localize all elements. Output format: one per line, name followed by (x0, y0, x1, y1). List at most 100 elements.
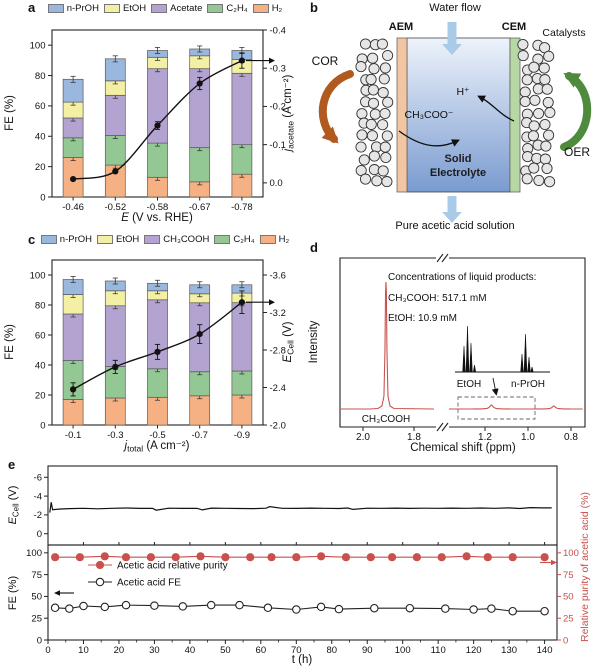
svg-text:CH₃COOH: 517.1 mM: CH₃COOH: 517.1 mM (388, 293, 487, 304)
svg-text:130: 130 (501, 645, 517, 656)
svg-text:80: 80 (35, 300, 46, 311)
svg-text:FE (%): FE (%) (4, 324, 16, 360)
svg-text:-0.5: -0.5 (149, 430, 165, 441)
svg-text:20: 20 (114, 645, 125, 656)
catalysts-label: Catalysts (542, 27, 586, 39)
svg-text:50: 50 (563, 592, 574, 603)
svg-text:0: 0 (40, 420, 45, 431)
panel-e-letter: e (8, 457, 16, 472)
svg-text:100: 100 (395, 645, 411, 656)
panel-d-letter: d (310, 240, 318, 255)
legend-item: H₂ (259, 234, 290, 245)
electrolyzer-schematic (318, 22, 592, 223)
panel-b-diagram: b Water flow AEM CEM Catalysts COR OER H… (300, 0, 600, 232)
panel-a-legend: n-PrOH EtOH Acetate C₂H₄ H₂ (32, 3, 298, 14)
svg-text:-0.1: -0.1 (65, 430, 81, 441)
nmr-spectrum-chart: 2.0 1.8 1.2 1.0 0.8 CH₃COOH Concentrations of … (308, 253, 586, 454)
svg-text:Relative purity of acetic acid: Relative purity of acetic acid (%) (579, 492, 591, 642)
svg-text:Intensity: Intensity (308, 320, 320, 363)
aem-label: AEM (388, 21, 414, 33)
water-flow-label: Water flow (429, 2, 481, 14)
svg-text:-0.46: -0.46 (62, 202, 84, 213)
svg-text:-0.2: -0.2 (270, 102, 286, 113)
svg-text:40: 40 (185, 645, 196, 656)
svg-text:Concentrations of liquid produ: Concentrations of liquid products: (388, 272, 536, 283)
legend-swatch (252, 4, 269, 13)
svg-text:140: 140 (537, 645, 553, 656)
legend-item: C₂H₄ (214, 234, 255, 245)
legend-swatch (40, 235, 57, 244)
svg-text:Chemical shift (ppm): Chemical shift (ppm) (410, 442, 516, 454)
legend-swatch (103, 4, 120, 13)
svg-text:-0.7: -0.7 (192, 430, 208, 441)
stability-chart: 0 -2 -4 -6 0 25 50 75 100 0 25 50 75 100 0 10 20 30 40 50 60… (7, 465, 591, 666)
svg-text:120: 120 (466, 645, 482, 656)
svg-text:25: 25 (563, 614, 574, 625)
acetate-ion-label: CH₃COO⁻ (404, 109, 454, 121)
svg-text:n-PrOH: n-PrOH (511, 379, 545, 390)
legend-item: n-PrOH (47, 3, 99, 14)
legend-item: CH₃COOH (144, 234, 209, 245)
legend-label: CH₃COOH (163, 234, 210, 245)
svg-text:1.2: 1.2 (478, 432, 492, 443)
legend-swatch (214, 235, 231, 244)
legend-item: Acetate (151, 3, 202, 14)
svg-text:CH₃COOH: CH₃COOH (362, 414, 411, 425)
panel-a-letter: a (28, 0, 36, 15)
svg-text:Acetic acid FE: Acetic acid FE (117, 578, 181, 589)
svg-text:1.0: 1.0 (521, 432, 535, 443)
oer-label: OER (563, 145, 591, 159)
svg-text:-0.9: -0.9 (234, 430, 250, 441)
svg-text:t (h): t (h) (292, 654, 313, 666)
svg-text:ECell (V): ECell (V) (282, 321, 296, 362)
svg-text:70: 70 (291, 645, 302, 656)
legend-item: EtOH (103, 3, 147, 14)
legend-label: C₂H₄ (233, 234, 255, 245)
product-outlet-label: Pure acetic acid solution (395, 220, 515, 232)
legend-swatch (151, 4, 168, 13)
svg-text:-0.3: -0.3 (107, 430, 123, 441)
svg-text:jacetate (A cm⁻²): jacetate (A cm⁻²) (282, 74, 296, 153)
svg-text:20: 20 (35, 390, 46, 401)
svg-text:EtOH: 10.9 mM: EtOH: 10.9 mM (388, 313, 457, 324)
legend-label: H₂ (278, 234, 290, 245)
svg-text:50: 50 (31, 592, 42, 603)
svg-text:0: 0 (45, 645, 50, 656)
legend-label: C₂H₄ (226, 3, 248, 14)
panel-c-letter: c (28, 232, 36, 247)
panel-e: e 0 -2 -4 -6 0 25 50 75 100 0 25 50 75 100 0 10 20 30 40 50… (0, 455, 600, 672)
legend-label: H₂ (271, 3, 283, 14)
svg-text:-6: -6 (34, 473, 42, 484)
legend-swatch (259, 235, 276, 244)
svg-text:50: 50 (220, 645, 231, 656)
legend-label: EtOH (116, 234, 140, 245)
legend-label: EtOH (122, 3, 147, 14)
svg-text:-3.2: -3.2 (270, 308, 286, 319)
svg-text:-0.78: -0.78 (231, 202, 253, 213)
svg-text:0: 0 (37, 635, 42, 646)
svg-text:100: 100 (30, 270, 46, 281)
h-plus-label: H⁺ (456, 86, 470, 98)
svg-text:100: 100 (30, 40, 46, 51)
svg-text:0.0: 0.0 (270, 178, 283, 189)
svg-text:0.8: 0.8 (564, 432, 578, 443)
legend-swatch (47, 4, 64, 13)
svg-text:90: 90 (362, 645, 373, 656)
svg-text:Acetic acid relative purity: Acetic acid relative purity (117, 561, 228, 572)
svg-text:1.8: 1.8 (407, 432, 421, 443)
svg-text:-0.58: -0.58 (147, 202, 169, 213)
svg-text:-2: -2 (34, 510, 42, 521)
legend-label: n-PrOH (66, 3, 99, 14)
svg-text:FE (%): FE (%) (7, 576, 19, 610)
legend-item: C₂H₄ (207, 3, 248, 14)
svg-text:0: 0 (563, 635, 568, 646)
svg-text:EtOH: EtOH (457, 379, 481, 390)
panel-c-chart: 0 20 40 60 80 100 -3.6 -3.2 -2.8 -2.4 -2.0 -0.1 -0.3… (4, 259, 296, 454)
svg-text:60: 60 (256, 645, 267, 656)
svg-text:80: 80 (35, 71, 46, 82)
svg-text:0: 0 (40, 192, 45, 203)
svg-text:25: 25 (31, 614, 42, 625)
legend-label: Acetate (170, 3, 203, 14)
legend-label: n-PrOH (59, 234, 92, 245)
